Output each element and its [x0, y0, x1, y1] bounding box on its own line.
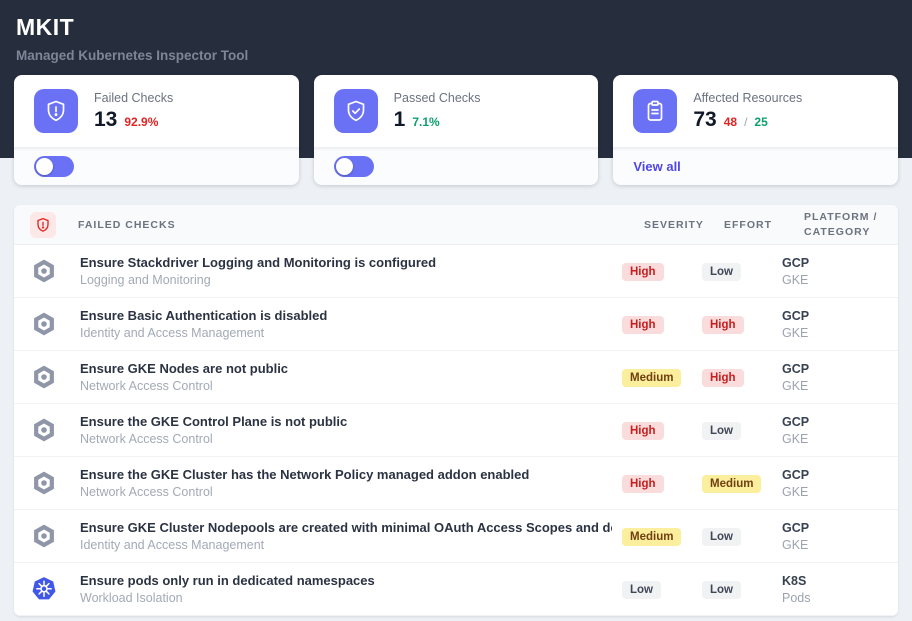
check-title: Ensure the GKE Cluster has the Network P…	[80, 467, 530, 482]
failed-checks-percent: 92.9%	[124, 114, 159, 129]
check-category: Logging and Monitoring	[80, 273, 211, 287]
affected-failed-count: 48	[723, 114, 738, 129]
count-separator: /	[744, 114, 748, 129]
affected-resources-value: 73	[693, 107, 717, 131]
check-category: Network Access Control	[80, 379, 213, 393]
clipboard-icon	[633, 89, 678, 133]
column-header-effort: EFFORT	[724, 218, 772, 231]
severity-badge: High	[622, 474, 664, 493]
card-label: Failed Checks	[94, 90, 174, 105]
passed-checks-card-main: Passed Checks 1 7.1%	[314, 75, 599, 147]
platform-category: GKE	[782, 484, 809, 499]
check-title: Ensure pods only run in dedicated namesp…	[80, 573, 375, 588]
severity-badge: Medium	[622, 368, 682, 387]
severity-badge: Low	[622, 580, 661, 599]
table-row[interactable]: Ensure Basic Authentication is disabled …	[14, 298, 898, 351]
gcp-icon	[30, 257, 58, 285]
shield-alert-icon	[30, 211, 56, 238]
effort-badge: Medium	[702, 474, 762, 493]
app-title: MKIT	[16, 14, 75, 40]
platform-name: GCP	[782, 361, 810, 376]
table-row[interactable]: Ensure GKE Nodes are not public Network …	[14, 351, 898, 404]
effort-badge: High	[702, 368, 744, 387]
effort-badge: Low	[702, 580, 741, 599]
gcp-icon	[30, 416, 58, 444]
failed-checks-card-footer	[14, 147, 299, 185]
platform-name: K8S	[782, 573, 807, 588]
gcp-icon	[30, 522, 58, 550]
card-label: Affected Resources	[693, 90, 803, 105]
kubernetes-icon	[30, 575, 58, 603]
passed-checks-toggle[interactable]	[333, 156, 374, 177]
table-row[interactable]: Ensure pods only run in dedicated namesp…	[14, 563, 898, 616]
table-row[interactable]: Ensure GKE Cluster Nodepools are created…	[14, 510, 898, 563]
check-category: Identity and Access Management	[80, 326, 265, 340]
platform-category: GKE	[782, 272, 809, 287]
affected-resources-card-main: Affected Resources 73 48 / 25	[613, 75, 898, 147]
platform-name: GCP	[782, 308, 810, 323]
effort-badge: Low	[702, 262, 741, 281]
check-category: Network Access Control	[80, 432, 213, 446]
failed-checks-card-main: Failed Checks 13 92.9%	[14, 75, 299, 147]
affected-resources-card: Affected Resources 73 48 / 25 View all	[613, 75, 899, 185]
check-title: Ensure Stackdriver Logging and Monitorin…	[80, 255, 437, 270]
affected-resources-card-footer: View all	[613, 147, 899, 185]
toggle-knob	[335, 158, 353, 175]
table-title: FAILED CHECKS	[78, 218, 176, 231]
column-header-platform-category: PLATFORM / CATEGORY	[804, 211, 878, 238]
shield-check-icon	[333, 89, 378, 133]
check-category: Network Access Control	[80, 485, 213, 499]
platform-category: GKE	[782, 431, 809, 446]
gcp-icon	[30, 310, 58, 338]
passed-checks-card: Passed Checks 1 7.1%	[313, 75, 599, 185]
severity-badge: High	[622, 262, 664, 281]
app-subtitle: Managed Kubernetes Inspector Tool	[16, 48, 249, 63]
table-header: FAILED CHECKS SEVERITY EFFORT PLATFORM /…	[14, 205, 898, 245]
platform-category: GKE	[782, 537, 809, 552]
platform-category: GKE	[782, 325, 809, 340]
severity-badge: High	[622, 315, 664, 334]
failed-checks-table: FAILED CHECKS SEVERITY EFFORT PLATFORM /…	[14, 205, 898, 616]
passed-checks-card-footer	[313, 147, 599, 185]
failed-checks-toggle[interactable]	[34, 156, 74, 177]
check-category: Identity and Access Management	[80, 538, 265, 552]
column-header-severity: SEVERITY	[644, 218, 704, 231]
passed-checks-value: 1	[393, 107, 406, 131]
effort-badge: Low	[702, 527, 741, 546]
failed-checks-value: 13	[94, 107, 118, 131]
severity-badge: High	[622, 421, 664, 440]
platform-name: GCP	[782, 467, 810, 482]
failed-checks-card: Failed Checks 13 92.9%	[14, 75, 299, 185]
check-title: Ensure GKE Nodes are not public	[80, 361, 289, 376]
stat-cards: Failed Checks 13 92.9% Passed Checks	[14, 75, 899, 185]
gcp-icon	[30, 363, 58, 391]
platform-name: GCP	[782, 414, 810, 429]
card-label: Passed Checks	[393, 90, 481, 105]
table-body: Ensure Stackdriver Logging and Monitorin…	[14, 245, 898, 616]
check-title: Ensure GKE Cluster Nodepools are created…	[80, 520, 612, 535]
table-row[interactable]: Ensure Stackdriver Logging and Monitorin…	[14, 245, 898, 298]
effort-badge: High	[702, 315, 744, 334]
table-row[interactable]: Ensure the GKE Control Plane is not publ…	[14, 404, 898, 457]
severity-badge: Medium	[622, 527, 682, 546]
effort-badge: Low	[702, 421, 741, 440]
shield-alert-icon	[34, 89, 78, 133]
platform-name: GCP	[782, 255, 810, 270]
platform-category: GKE	[782, 378, 809, 393]
affected-passed-count: 25	[754, 114, 768, 129]
platform-category: Pods	[782, 590, 811, 605]
check-title: Ensure the GKE Control Plane is not publ…	[80, 414, 348, 429]
view-all-link[interactable]: View all	[633, 159, 681, 174]
check-category: Workload Isolation	[80, 591, 183, 605]
passed-checks-percent: 7.1%	[412, 114, 440, 129]
gcp-icon	[30, 469, 58, 497]
check-title: Ensure Basic Authentication is disabled	[80, 308, 328, 323]
toggle-knob	[36, 158, 53, 175]
table-row[interactable]: Ensure the GKE Cluster has the Network P…	[14, 457, 898, 510]
platform-name: GCP	[782, 520, 810, 535]
